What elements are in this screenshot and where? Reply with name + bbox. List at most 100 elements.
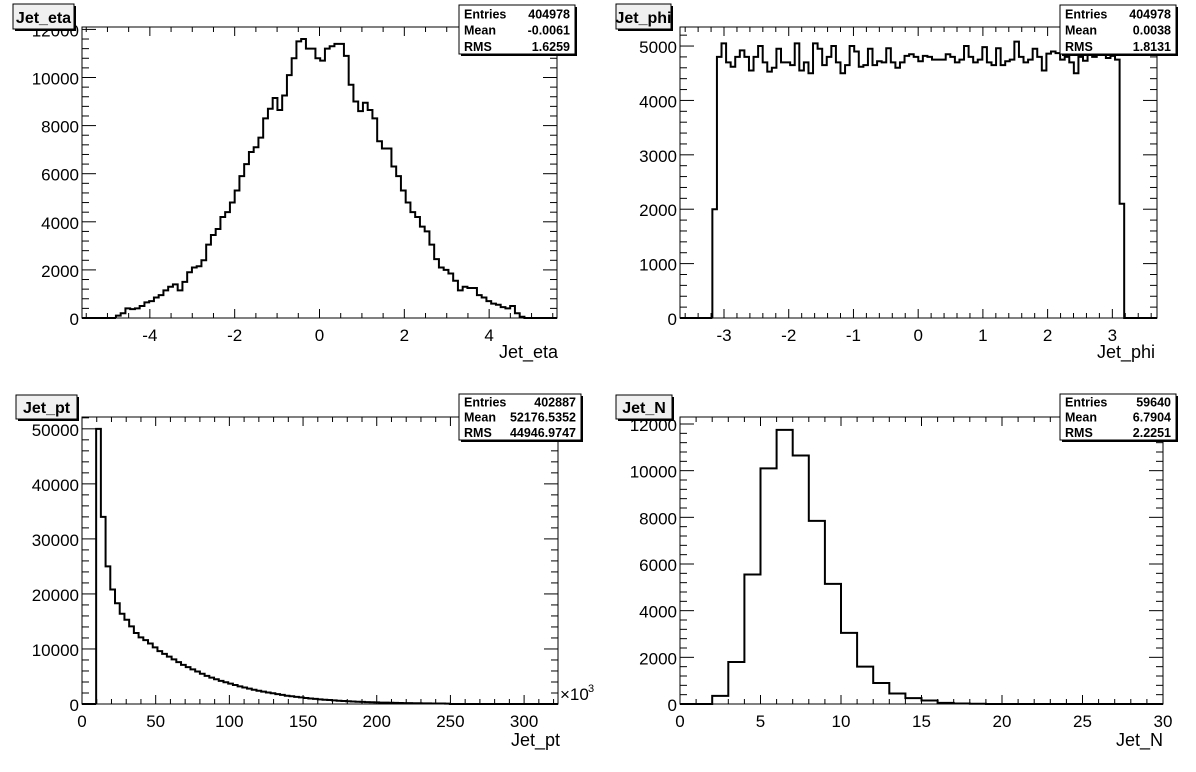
histogram-bin	[115, 603, 120, 704]
histogram-bin	[225, 212, 230, 318]
x-tick-label: 250	[436, 712, 464, 731]
stats-label: Entries	[464, 7, 506, 21]
x-tick-label: 1	[978, 326, 987, 345]
y-tick-label: 10000	[32, 70, 79, 89]
histogram-bin	[895, 68, 900, 318]
histogram-bin	[349, 85, 354, 318]
histogram-bin	[1005, 61, 1010, 318]
histogram-bin	[223, 682, 228, 704]
histogram-bin	[905, 56, 910, 318]
histogram-bin	[776, 49, 781, 318]
y-tick-label: 0	[70, 310, 79, 329]
stats-box	[458, 393, 582, 441]
histogram-bin	[744, 575, 760, 705]
histogram-bin	[186, 667, 191, 704]
x-tick-label: 5	[756, 712, 765, 731]
x-tick-label: 3	[1108, 326, 1117, 345]
histogram-bin	[209, 678, 214, 704]
histogram-bin	[735, 57, 740, 318]
histogram-bin	[110, 590, 115, 704]
stats-value: 1.6259	[532, 40, 570, 54]
x-tick-label: 20	[993, 712, 1012, 731]
title-box	[615, 394, 673, 420]
histogram-bin	[263, 118, 268, 318]
x-tick-label: 300	[510, 712, 538, 731]
histogram-bin	[200, 674, 205, 704]
histogram-bin	[467, 288, 472, 318]
x-axis-title: Jet_eta	[499, 342, 559, 363]
histogram-bin	[891, 62, 896, 318]
title-box	[12, 3, 75, 30]
histogram-bin	[795, 43, 800, 318]
histogram-bin	[909, 54, 914, 318]
histogram-title: Jet_eta	[16, 10, 71, 27]
x-tick-label: 150	[289, 712, 317, 731]
histogram-bin	[728, 662, 744, 704]
stats-value: -0.0061	[528, 24, 570, 38]
histogram-bin	[859, 67, 864, 318]
histogram-bin	[149, 301, 154, 318]
histogram-bin	[982, 47, 987, 318]
histogram-bin	[268, 109, 273, 318]
stats-label: Entries	[1065, 7, 1107, 21]
histogram-bin	[201, 260, 206, 318]
histogram-bin	[927, 57, 932, 318]
histogram-bin	[959, 60, 964, 318]
histogram-bin	[712, 696, 728, 704]
histogram-bin	[1024, 62, 1029, 318]
y-tick-label: 6000	[639, 556, 677, 575]
stats-value: 44946.9747	[510, 426, 576, 440]
histogram-bin	[301, 39, 306, 318]
histogram-bin	[1069, 62, 1074, 318]
x-tick-label: 25	[1073, 712, 1092, 731]
x-axis-title: Jet_pt	[511, 730, 560, 751]
histogram-bin	[772, 68, 777, 318]
x-tick-label: -2	[781, 326, 796, 345]
histogram-bin	[840, 73, 845, 318]
histogram-bin	[950, 57, 955, 318]
y-tick-label: 20000	[32, 586, 79, 605]
histogram-bin	[1060, 60, 1065, 318]
x-tick-label: 2	[1043, 326, 1052, 345]
histogram-bin	[1042, 71, 1047, 318]
histogram-bin	[923, 56, 928, 318]
histogram-bin	[1110, 56, 1115, 318]
y-tick-label: 5000	[639, 38, 677, 57]
histogram-bin	[763, 62, 768, 318]
histogram-bin	[233, 685, 238, 704]
histogram-bin	[363, 103, 368, 318]
histogram-bin	[296, 41, 301, 318]
histogram-bin	[1078, 57, 1083, 318]
histogram-bin	[277, 110, 282, 318]
histogram-bin	[836, 62, 841, 318]
histogram-bin	[808, 73, 813, 318]
histogram-bin	[1046, 54, 1051, 318]
histogram-bin	[786, 62, 791, 318]
histogram-bin	[214, 679, 219, 704]
histogram-bin	[831, 46, 836, 318]
stats-value: 59640	[1136, 395, 1171, 409]
histogram-bin	[195, 672, 200, 704]
histogram-bin	[211, 235, 216, 318]
histogram-bin	[406, 203, 411, 318]
histogram-bin	[129, 626, 134, 704]
y-tick-label: 3000	[639, 147, 677, 166]
histogram-bin	[886, 48, 891, 318]
histogram-bin	[825, 584, 841, 704]
x-tick-label: 50	[146, 712, 165, 731]
histogram-bin	[863, 65, 868, 318]
y-tick-label: 40000	[32, 476, 79, 495]
y-tick-label: 4000	[41, 214, 79, 233]
histogram-bin	[868, 49, 873, 318]
histogram-bin	[955, 62, 960, 318]
histogram-bin	[143, 640, 148, 704]
x-tick-label: 15	[912, 712, 931, 731]
y-tick-label: 0	[70, 696, 79, 715]
histogram-title: Jet_phi	[615, 10, 671, 27]
x-axis-multiplier: ×10	[560, 685, 589, 704]
histogram-bin	[244, 164, 249, 318]
histogram-bin	[754, 57, 759, 318]
stats-value: 0.0038	[1133, 24, 1171, 38]
histogram-bin	[377, 141, 382, 318]
